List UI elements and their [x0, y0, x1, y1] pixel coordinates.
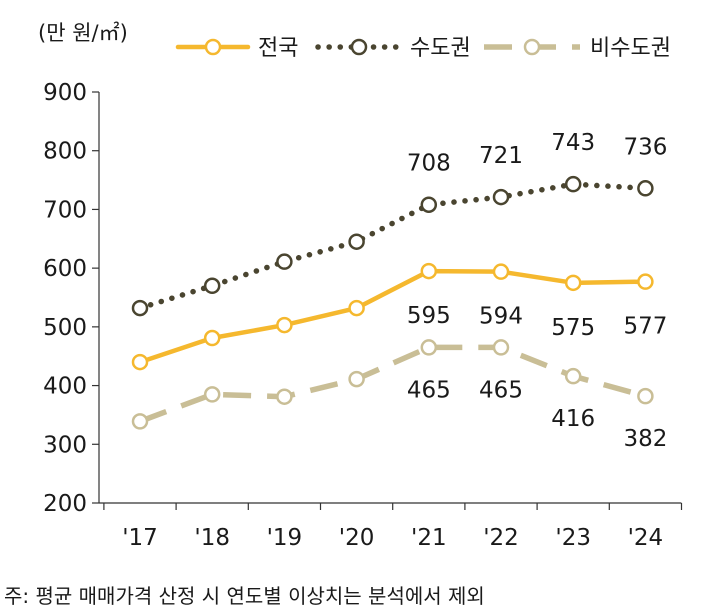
data-point — [348, 370, 365, 388]
y-tick-label: 500 — [43, 315, 87, 341]
legend: 전국 수도권 비수도권 — [175, 36, 671, 61]
series-0 — [131, 262, 654, 371]
y-tick-label: 600 — [43, 256, 87, 282]
line-chart: (만 원/㎡) 전국 수도권 비수도권 200 300 400 500 600 700 800 9… — [38, 21, 683, 551]
series-2 — [131, 339, 654, 430]
data-point — [203, 329, 221, 347]
data-point — [420, 262, 438, 280]
data-label: 721 — [479, 143, 523, 169]
data-point — [276, 316, 293, 334]
data-point — [420, 339, 438, 356]
data-label: 736 — [623, 134, 667, 160]
data-label: 575 — [551, 315, 595, 341]
legend-marker — [204, 38, 222, 56]
legend-label: 전국 — [258, 36, 298, 61]
legend-item-0: 전국 — [175, 36, 298, 61]
legend-label: 비수도권 — [590, 36, 671, 61]
legend-marker — [523, 38, 541, 56]
data-label: 577 — [623, 314, 667, 340]
data-point — [131, 353, 149, 371]
x-tick-label: '21 — [411, 525, 447, 551]
y-tick-label: 800 — [43, 139, 87, 165]
x-tick-label: '19 — [267, 525, 303, 551]
data-point — [131, 413, 149, 430]
data-point — [564, 274, 582, 292]
axes: 200 300 400 500 600 700 800 900 '17 '18 '19 '20 '21 '… — [43, 80, 683, 551]
data-point — [492, 263, 510, 280]
data-point — [637, 387, 654, 405]
data-label: 595 — [407, 303, 451, 329]
data-point — [348, 299, 365, 317]
series-line — [137, 181, 649, 311]
data-label: 465 — [407, 377, 451, 403]
data-labels: 595 594 575 577 708 721 743 736 465 465 416 382 — [407, 130, 668, 452]
data-point — [492, 339, 510, 356]
data-label: 382 — [623, 426, 667, 452]
data-point — [492, 188, 510, 206]
data-point — [637, 273, 654, 290]
legend-item-2: 비수도권 — [484, 36, 671, 61]
data-point — [203, 386, 221, 403]
y-tick-label: 700 — [43, 197, 87, 223]
data-point — [203, 277, 221, 295]
x-tick-label: '22 — [483, 525, 519, 551]
series-line — [137, 268, 648, 365]
data-point — [637, 180, 654, 197]
x-tick-label: '18 — [194, 525, 230, 551]
footnote: 주: 평균 매매가격 산정 시 연도별 이상치는 분석에서 제외 — [4, 584, 485, 608]
data-point — [564, 175, 582, 193]
data-point — [420, 196, 438, 213]
x-tick-label: '17 — [122, 525, 158, 551]
y-tick-label: 300 — [43, 432, 87, 458]
y-tick-label: 200 — [43, 491, 87, 517]
data-point — [131, 299, 149, 317]
data-label: 708 — [407, 151, 451, 177]
unit-label: (만 원/㎡) — [38, 21, 128, 45]
x-tick-label: '20 — [339, 525, 375, 551]
series-line — [139, 344, 647, 424]
data-label: 465 — [479, 377, 523, 403]
data-point — [276, 253, 293, 270]
legend-label: 수도권 — [410, 36, 471, 61]
x-tick-label: '23 — [555, 525, 591, 551]
data-point — [348, 233, 365, 250]
data-label: 416 — [551, 406, 595, 432]
y-tick-label: 900 — [43, 80, 87, 106]
data-point — [276, 388, 293, 405]
data-label: 743 — [551, 130, 595, 156]
data-point — [564, 367, 582, 385]
y-tick-label: 400 — [43, 374, 87, 400]
x-tick-label: '24 — [628, 525, 664, 551]
series-1 — [131, 175, 654, 317]
legend-item-1: 수도권 — [315, 36, 471, 61]
series-layer — [131, 175, 654, 430]
data-label: 594 — [479, 304, 523, 330]
legend-marker — [350, 38, 368, 56]
